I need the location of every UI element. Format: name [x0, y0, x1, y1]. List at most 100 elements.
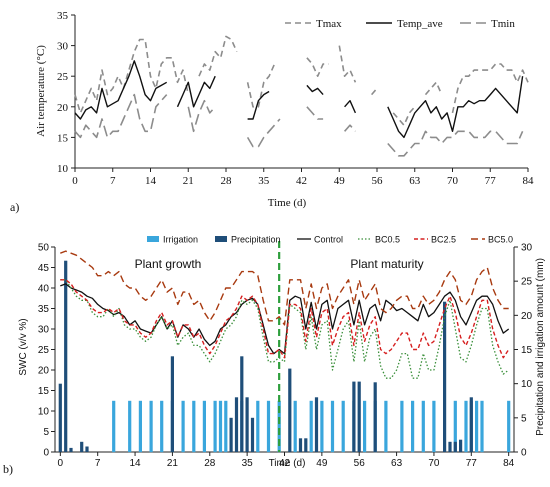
- precipitation-bar: [229, 417, 233, 452]
- panel-b-x-tick-label: 35: [242, 458, 254, 469]
- legend-label-irrigation: Irrigation: [163, 235, 198, 245]
- panel-a-y-tick-label: 15: [57, 132, 69, 144]
- series-line-bc0-5: [60, 279, 510, 379]
- panel-b-x-tick-label: 63: [391, 458, 403, 469]
- irrigation-bar: [218, 400, 223, 453]
- panel-b-y-tick-label: 35: [38, 304, 50, 315]
- precipitation-bar: [453, 441, 457, 453]
- precipitation-bar: [298, 438, 303, 452]
- panel-a-x-tick-label: 7: [110, 175, 116, 187]
- series-line-tmax: [74, 35, 529, 126]
- panel-a-temperature-chart: 0 7 14 21 28 35 42 49 56 63 70 77 84 10 15 20 25 30 35 Ti…: [10, 10, 534, 214]
- precipitation-bar: [448, 441, 452, 453]
- irrigation-bar: [507, 400, 511, 453]
- panel-a-x-tick-label: 14: [145, 175, 157, 187]
- irrigation-bar: [464, 400, 468, 453]
- panel-b-secondary-y-tick-label: 10: [521, 379, 533, 390]
- irrigation-bar: [128, 400, 132, 453]
- legend-swatch-precipitation: [215, 236, 227, 242]
- legend-label-tmin: Tmin: [491, 18, 515, 30]
- irrigation-bar: [400, 400, 404, 453]
- legend-swatch-irrigation: [147, 236, 159, 242]
- precipitation-bar: [288, 368, 292, 452]
- panel-b-x-tick-label: 56: [354, 458, 366, 469]
- panel-a-y-ticks: 10 15 20 25 30 35: [57, 10, 75, 175]
- irrigation-bar: [453, 400, 457, 453]
- irrigation-bar: [138, 400, 142, 453]
- precipitation-bar: [58, 383, 62, 452]
- panel-b-secondary-y-tick-label: 30: [521, 243, 533, 254]
- precipitation-bar: [250, 417, 255, 452]
- panel-b-x-tick-label: 7: [95, 458, 101, 469]
- panel-a-y-tick-label: 30: [57, 41, 69, 53]
- panel-b-y-tick-label: 15: [38, 386, 50, 397]
- panel-a-x-tick-label: 84: [523, 175, 535, 187]
- precipitation-bar: [170, 356, 174, 452]
- legend-label-bc5-0: BC5.0: [488, 235, 513, 245]
- panel-b-y-tick-label: 10: [38, 407, 50, 418]
- panel-b-y-tick-label: 40: [38, 284, 50, 295]
- legend-label-temp-ave: Temp_ave: [397, 18, 443, 30]
- irrigation-bar: [320, 400, 324, 453]
- panel-b-x-tick-label: 70: [428, 458, 440, 469]
- precipitation-bar: [234, 397, 239, 452]
- irrigation-bar: [384, 400, 388, 453]
- panel-b-y-label: SWC (v/v %): [18, 318, 29, 375]
- panel-a-label: a): [10, 200, 19, 214]
- panel-b-y-tick-label: 0: [43, 448, 49, 459]
- irrigation-bar: [330, 400, 335, 453]
- panel-a-x-tick-label: 21: [183, 175, 194, 187]
- panel-b-legend: Irrigation Precipitation Control BC0.5 BC2.5…: [147, 235, 513, 245]
- panel-b-x-tick-label: 28: [204, 458, 216, 469]
- panel-b-y-tick-label: 45: [38, 263, 50, 274]
- panel-a-x-tick-label: 63: [409, 175, 421, 187]
- panel-b-secondary-y-tick-label: 5: [521, 413, 527, 424]
- legend-label-tmax: Tmax: [316, 18, 342, 30]
- panel-b-x-tick-label: 84: [503, 458, 515, 469]
- precipitation-bar: [459, 439, 463, 452]
- irrigation-bar: [309, 400, 313, 453]
- panel-b-swc-chart: 0 7 14 21 28 35 42 49 56 63 70 77 84 0 5 10 15 20 25 30 35 4…: [3, 235, 546, 477]
- panel-b-bars: [58, 260, 511, 453]
- panel-a-x-tick-label: 0: [72, 175, 78, 187]
- panel-b-y-tick-label: 20: [38, 366, 50, 377]
- panel-b-x-tick-label: 0: [58, 458, 64, 469]
- panel-a-y-tick-label: 25: [57, 71, 69, 83]
- panel-b-secondary-y-label: Precipitation and irrigation amount (mm): [535, 258, 546, 436]
- irrigation-bar: [213, 400, 217, 453]
- irrigation-bar: [149, 400, 153, 453]
- irrigation-bar: [112, 400, 116, 453]
- legend-label-bc2-5: BC2.5: [431, 235, 456, 245]
- panel-a-x-label: Time (d): [268, 197, 307, 209]
- series-line-temp-ave: [74, 60, 524, 139]
- irrigation-bar: [432, 400, 436, 453]
- panel-a-y-tick-label: 35: [57, 10, 69, 22]
- panel-b-y-tick-label: 30: [38, 325, 50, 336]
- irrigation-bar: [480, 400, 484, 453]
- annotation-plant-maturity: Plant maturity: [350, 257, 423, 271]
- panel-b-secondary-y-tick-label: 0: [521, 448, 527, 459]
- panel-a-x-tick-label: 70: [447, 175, 459, 187]
- panel-a-series-lines: [74, 35, 529, 157]
- irrigation-bar: [411, 400, 415, 453]
- irrigation-bar: [192, 400, 196, 453]
- panel-a-x-tick-label: 56: [372, 175, 384, 187]
- panel-b-x-tick-label: 14: [129, 458, 141, 469]
- series-line-control: [60, 283, 510, 355]
- panel-b-y-ticks: 0 5 10 15 20 25 30 35 40 45 50: [38, 243, 55, 459]
- precipitation-bar: [245, 397, 249, 452]
- precipitation-bar: [80, 441, 84, 453]
- precipitation-bar: [373, 382, 377, 452]
- panel-b-x-ticks: 0 7 14 21 28 35 42 49 56 63 70 77 84: [58, 452, 515, 469]
- panel-a-y-tick-label: 20: [57, 102, 69, 114]
- irrigation-bar: [256, 400, 260, 453]
- irrigation-bar: [266, 400, 271, 453]
- panel-b-x-tick-label: 49: [316, 458, 328, 469]
- precipitation-bar: [69, 447, 73, 452]
- irrigation-bar: [202, 400, 206, 453]
- precipitation-bar: [304, 438, 308, 452]
- precipitation-bar: [314, 397, 319, 452]
- panel-b-x-tick-label: 21: [167, 458, 179, 469]
- irrigation-bar: [224, 400, 228, 453]
- precipitation-bar: [352, 381, 356, 452]
